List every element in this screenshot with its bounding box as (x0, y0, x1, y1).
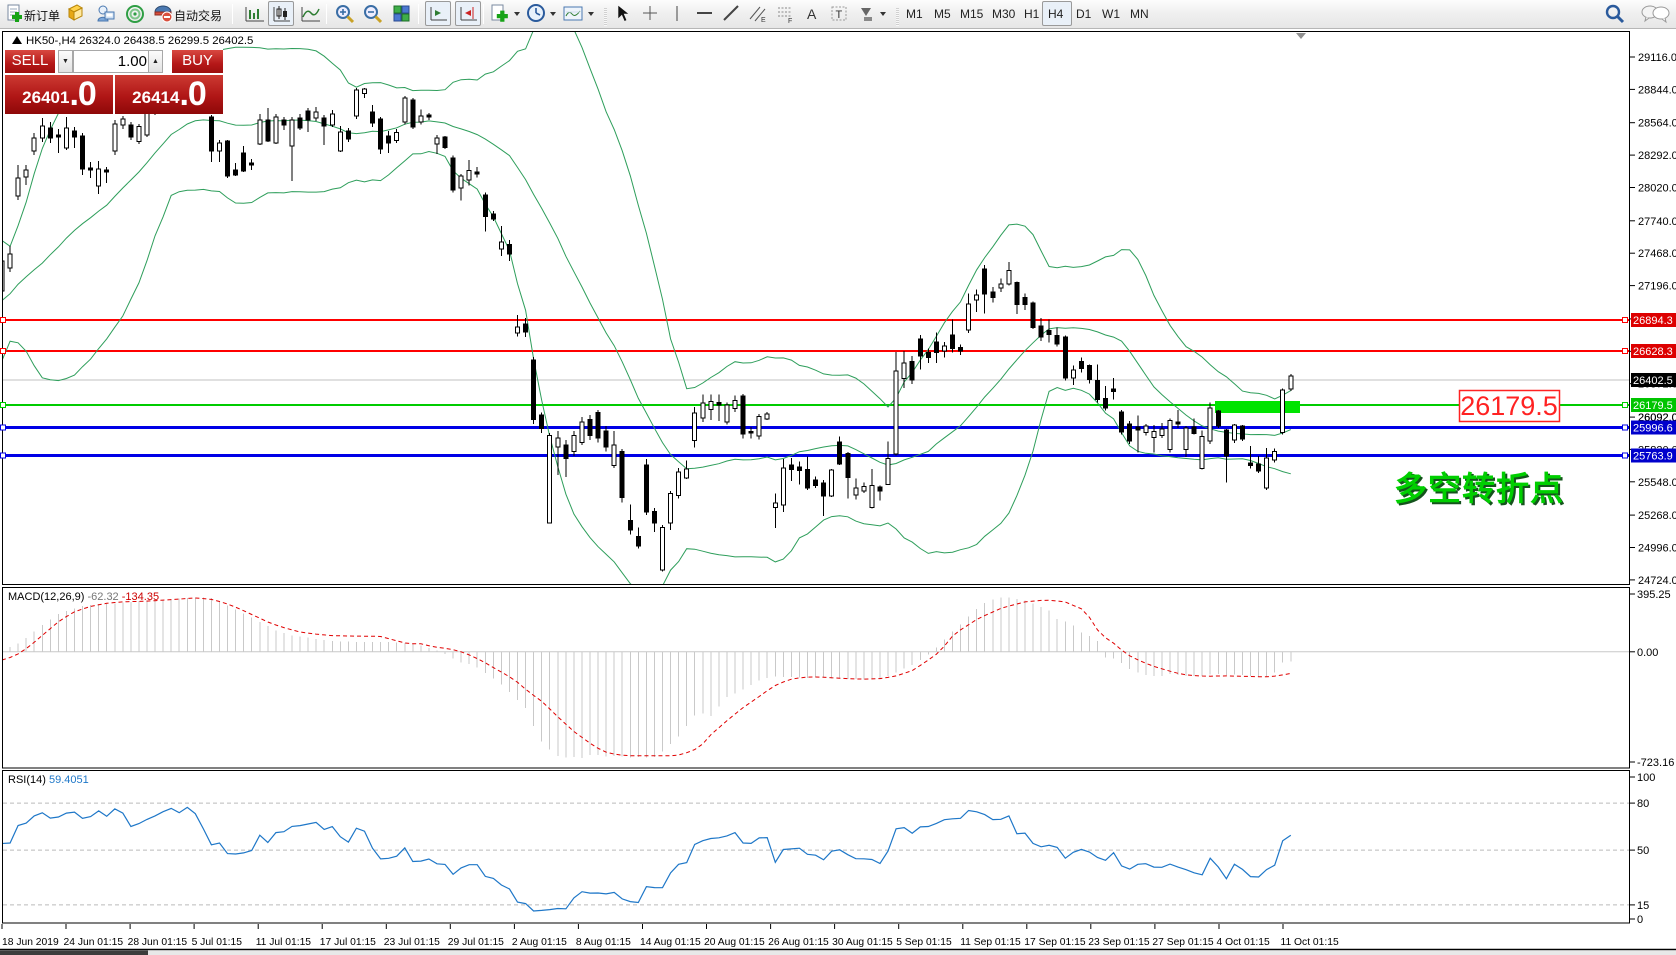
svg-text:11 Sep 01:15: 11 Sep 01:15 (960, 937, 1021, 948)
svg-text:RSI(14) 59.4051: RSI(14) 59.4051 (8, 774, 89, 786)
svg-text:0.00: 0.00 (1637, 647, 1658, 659)
svg-text:30 Aug 01:15: 30 Aug 01:15 (832, 937, 893, 948)
svg-text:26402.5: 26402.5 (1633, 375, 1673, 387)
svg-text:20 Aug 01:15: 20 Aug 01:15 (704, 937, 765, 948)
svg-text:28844.0: 28844.0 (1638, 84, 1676, 96)
svg-text:24996.0: 24996.0 (1638, 543, 1676, 555)
svg-text:29116.0: 29116.0 (1638, 52, 1676, 64)
svg-text:395.25: 395.25 (1637, 589, 1671, 601)
svg-text:50: 50 (1637, 845, 1649, 857)
svg-text:多空转折点: 多空转折点 (1396, 472, 1566, 509)
svg-text:5 Jul 01:15: 5 Jul 01:15 (192, 937, 243, 948)
svg-text:25996.6: 25996.6 (1633, 423, 1673, 435)
svg-text:26628.3: 26628.3 (1633, 346, 1673, 358)
svg-text:26179.5: 26179.5 (1633, 400, 1673, 412)
svg-text:2 Aug 01:15: 2 Aug 01:15 (512, 937, 567, 948)
svg-text:28020.0: 28020.0 (1638, 183, 1676, 195)
svg-text:11 Jul 01:15: 11 Jul 01:15 (256, 937, 312, 948)
svg-text:4 Oct 01:15: 4 Oct 01:15 (1217, 937, 1271, 948)
svg-text:29 Jul 01:15: 29 Jul 01:15 (448, 937, 504, 948)
svg-text:26 Aug 01:15: 26 Aug 01:15 (768, 937, 829, 948)
svg-text:28292.0: 28292.0 (1638, 150, 1676, 162)
svg-text:27 Sep 01:15: 27 Sep 01:15 (1152, 937, 1214, 948)
svg-text:26894.3: 26894.3 (1633, 315, 1673, 327)
svg-text:0: 0 (1637, 914, 1643, 926)
svg-text:F: F (788, 18, 792, 25)
svg-text:27740.0: 27740.0 (1638, 216, 1676, 228)
svg-text:15: 15 (1637, 900, 1649, 912)
svg-text:23 Sep 01:15: 23 Sep 01:15 (1088, 937, 1150, 948)
svg-text:24724.0: 24724.0 (1638, 575, 1676, 587)
svg-text:26179.5: 26179.5 (1460, 391, 1558, 421)
svg-text:HK50-,H4 26324.0 26438.5 2629: HK50-,H4 26324.0 26438.5 26299.5 26402.5 (26, 35, 253, 47)
svg-text:-723.16: -723.16 (1637, 757, 1674, 769)
svg-text:5 Sep 01:15: 5 Sep 01:15 (896, 937, 952, 948)
svg-text:80: 80 (1637, 798, 1649, 810)
svg-text:100: 100 (1637, 772, 1655, 784)
svg-text:14 Aug 01:15: 14 Aug 01:15 (640, 937, 701, 948)
svg-text:8 Aug 01:15: 8 Aug 01:15 (576, 937, 631, 948)
svg-text:25763.9: 25763.9 (1633, 451, 1673, 463)
svg-text:27468.0: 27468.0 (1638, 248, 1676, 260)
svg-text:18 Jun 2019: 18 Jun 2019 (2, 937, 59, 948)
svg-text:28564.0: 28564.0 (1638, 118, 1676, 130)
svg-text:28 Jun 01:15: 28 Jun 01:15 (128, 937, 188, 948)
svg-text:25548.0: 25548.0 (1638, 477, 1676, 489)
svg-text:MACD(12,26,9) -62.32 -134.35: MACD(12,26,9) -62.32 -134.35 (8, 591, 159, 603)
svg-text:T: T (836, 9, 843, 21)
svg-text:多空转折点: 多空转折点 (1394, 470, 1564, 507)
svg-text:24 Jun 01:15: 24 Jun 01:15 (64, 937, 124, 948)
svg-text:E: E (761, 17, 766, 24)
svg-text:17 Sep 01:15: 17 Sep 01:15 (1024, 937, 1086, 948)
svg-text:11 Oct 01:15: 11 Oct 01:15 (1281, 937, 1339, 948)
svg-text:27196.0: 27196.0 (1638, 281, 1676, 293)
svg-text:A: A (807, 6, 817, 22)
svg-text:23 Jul 01:15: 23 Jul 01:15 (384, 937, 440, 948)
svg-text:25268.0: 25268.0 (1638, 510, 1676, 522)
svg-text:17 Jul 01:15: 17 Jul 01:15 (320, 937, 376, 948)
